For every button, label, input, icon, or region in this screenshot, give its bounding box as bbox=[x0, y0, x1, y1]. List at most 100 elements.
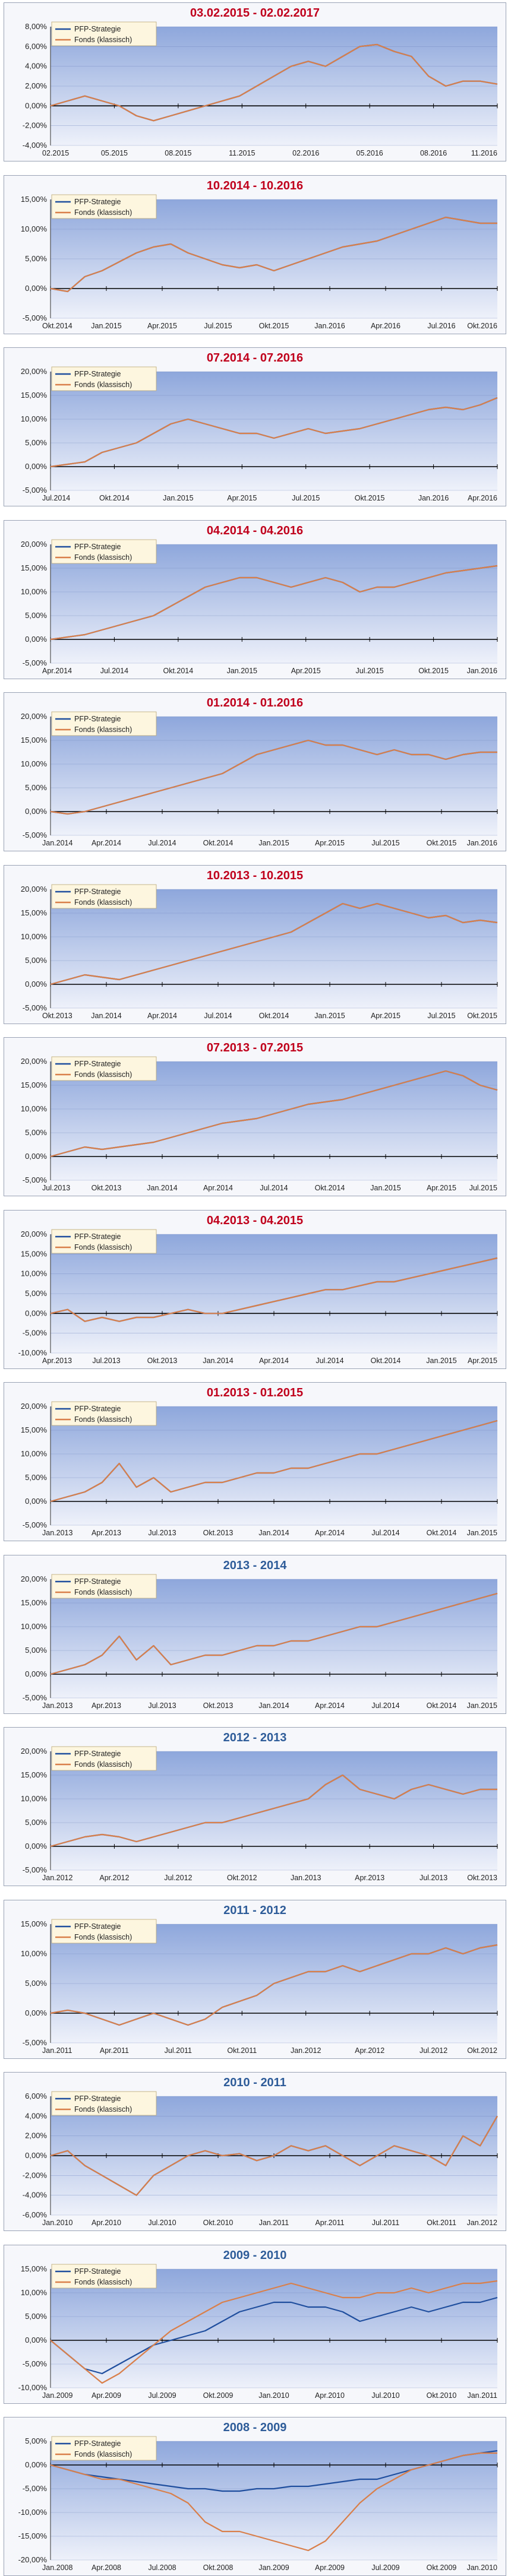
y-tick-label: 20,00% bbox=[21, 1230, 48, 1238]
x-tick-label: Okt.2012 bbox=[467, 2046, 497, 2055]
legend-box bbox=[51, 1574, 157, 1599]
x-tick-label: Jul.2010 bbox=[148, 2219, 176, 2227]
y-tick-label: 0,00% bbox=[25, 1842, 47, 1851]
x-tick-label: Jul.2016 bbox=[427, 322, 455, 330]
legend-label: Fonds (klassisch) bbox=[74, 1070, 132, 1079]
x-tick-label: 05.2015 bbox=[101, 149, 128, 157]
y-tick-label: 15,00% bbox=[21, 736, 48, 744]
x-tick-label: 05.2016 bbox=[357, 149, 383, 157]
legend-box bbox=[51, 1056, 157, 1081]
y-tick-label: 20,00% bbox=[21, 712, 48, 721]
x-tick-label: 11.2016 bbox=[471, 149, 497, 157]
x-tick-label: Okt.2014 bbox=[203, 839, 234, 847]
legend-label: PFP-Strategie bbox=[74, 1060, 121, 1068]
y-tick-label: 15,00% bbox=[21, 195, 48, 204]
series-line-fonds bbox=[50, 1070, 498, 1158]
legend-box bbox=[51, 1919, 157, 1944]
x-tick-label: Apr.2010 bbox=[315, 2391, 345, 2400]
x-tick-label: Okt.2013 bbox=[203, 1702, 234, 1710]
y-tick-label: 10,00% bbox=[21, 1449, 48, 1458]
legend-box bbox=[51, 711, 157, 736]
y-tick-label: 10,00% bbox=[21, 759, 48, 768]
x-tick-label: Jul.2012 bbox=[419, 2046, 447, 2055]
y-tick-label: -5,00% bbox=[23, 1329, 48, 1338]
legend-box bbox=[51, 2091, 157, 2116]
x-tick-label: Jan.2011 bbox=[467, 2391, 497, 2400]
legend: PFP-Strategie Fonds (klassisch) bbox=[51, 2264, 157, 2289]
chart-panel: 03.02.2015 - 02.02.2017 8,00% 6,00% 4,00% 2,… bbox=[4, 2, 506, 161]
y-tick-label: -15,00% bbox=[18, 2531, 48, 2540]
x-tick-label: Jan.2010 bbox=[467, 2564, 497, 2572]
x-tick-label: Jul.2013 bbox=[42, 1184, 70, 1192]
y-tick-label: 15,00% bbox=[21, 1249, 48, 1258]
legend-box bbox=[51, 194, 157, 219]
x-tick-label: Jan.2015 bbox=[258, 839, 289, 847]
chart-panel: 2008 - 2009 5,00% 0,00% -5,00% -10,00% -15,00… bbox=[4, 2417, 506, 2576]
y-tick-label: 0,00% bbox=[25, 1669, 47, 1678]
series-line-fonds bbox=[50, 43, 498, 122]
x-tick-label: Jul.2014 bbox=[316, 1357, 343, 1365]
legend-label: Fonds (klassisch) bbox=[74, 898, 132, 907]
chart-panel: 07.2013 - 07.2015 20,00% 15,00% 10,00% 5,00%… bbox=[4, 1037, 506, 1196]
x-tick-label: Jan.2015 bbox=[227, 667, 257, 675]
y-tick-label: 6,00% bbox=[25, 42, 47, 50]
series-line-fonds bbox=[50, 565, 498, 641]
x-tick-label: Apr.2011 bbox=[315, 2219, 344, 2227]
x-tick-label: Jul.2013 bbox=[148, 1529, 176, 1537]
x-tick-label: Jul.2015 bbox=[292, 494, 320, 502]
series-line-pfp bbox=[50, 2296, 498, 2375]
series-line-fonds bbox=[50, 1257, 498, 1322]
y-tick-label: 6,00% bbox=[25, 2092, 47, 2100]
x-tick-label: Jul.2009 bbox=[148, 2391, 176, 2400]
y-tick-label: 0,00% bbox=[25, 101, 47, 110]
x-tick-label: Apr.2013 bbox=[92, 1529, 121, 1537]
legend-box bbox=[51, 2264, 157, 2289]
x-tick-label: Okt.2010 bbox=[427, 2391, 457, 2400]
chart-title: 04.2013 - 04.2015 bbox=[206, 1214, 304, 1227]
y-tick-label: 10,00% bbox=[21, 224, 48, 233]
chart-panel: 07.2014 - 07.2016 20,00% 15,00% 10,00% 5,00%… bbox=[4, 347, 506, 506]
x-tick-label: Apr.2014 bbox=[42, 667, 72, 675]
x-tick-label: Okt.2012 bbox=[227, 1874, 257, 1882]
legend-label: Fonds (klassisch) bbox=[74, 2278, 132, 2286]
x-tick-label: Jan.2016 bbox=[418, 494, 449, 502]
x-tick-label: Jan.2011 bbox=[42, 2046, 72, 2055]
legend: PFP-Strategie Fonds (klassisch) bbox=[51, 2436, 157, 2461]
legend: PFP-Strategie Fonds (klassisch) bbox=[51, 194, 157, 219]
chart-svg: 20,00%15,00%10,00%5,00%0,00%-5,00%Jan.20… bbox=[21, 1401, 498, 1537]
x-tick-label: Apr.2012 bbox=[99, 1874, 129, 1882]
legend: PFP-Strategie Fonds (klassisch) bbox=[51, 539, 157, 564]
x-tick-label: Jul.2014 bbox=[204, 1012, 232, 1020]
y-tick-label: -4,00% bbox=[23, 2191, 48, 2200]
x-tick-label: Jul.2015 bbox=[204, 322, 232, 330]
series-line-fonds bbox=[50, 1420, 498, 1503]
x-tick-label: Apr.2015 bbox=[147, 322, 177, 330]
x-tick-label: Jan.2015 bbox=[91, 322, 121, 330]
chart-svg: 20,00%15,00%10,00%5,00%0,00%-5,00%Okt.20… bbox=[21, 884, 498, 1020]
legend-box bbox=[51, 1401, 157, 1426]
x-tick-label: Jul.2011 bbox=[372, 2219, 399, 2227]
y-tick-label: 2,00% bbox=[25, 81, 47, 90]
y-tick-label: -5,00% bbox=[23, 486, 48, 495]
x-tick-label: Okt.2010 bbox=[203, 2219, 234, 2227]
x-tick-label: Jan.2014 bbox=[42, 839, 72, 847]
series-line-fonds bbox=[50, 216, 497, 293]
y-tick-label: -20,00% bbox=[18, 2555, 48, 2564]
y-tick-label: 5,00% bbox=[25, 611, 47, 620]
chart-svg: 20,00%15,00%10,00%5,00%0,00%-5,00%Jan.20… bbox=[21, 1574, 498, 1710]
chart-title: 10.2014 - 10.2016 bbox=[206, 179, 304, 192]
x-tick-label: Jul.2015 bbox=[371, 839, 399, 847]
y-tick-label: 20,00% bbox=[21, 885, 48, 893]
x-tick-label: Apr.2013 bbox=[355, 1874, 384, 1882]
legend-label: PFP-Strategie bbox=[74, 1750, 121, 1758]
x-tick-label: Okt.2014 bbox=[42, 322, 72, 330]
y-tick-label: 10,00% bbox=[21, 2288, 48, 2297]
y-tick-label: -5,00% bbox=[23, 1865, 48, 1874]
y-tick-label: 10,00% bbox=[21, 414, 48, 423]
plot-area bbox=[51, 1406, 497, 1525]
x-tick-label: Apr.2014 bbox=[92, 839, 121, 847]
chart-panel: 10.2013 - 10.2015 20,00% 15,00% 10,00% 5,00%… bbox=[4, 865, 506, 1024]
charts-container: 03.02.2015 - 02.02.2017 8,00% 6,00% 4,00% 2,… bbox=[4, 2, 506, 2576]
legend-label: PFP-Strategie bbox=[74, 2095, 121, 2103]
y-tick-label: 0,00% bbox=[25, 1497, 47, 1506]
